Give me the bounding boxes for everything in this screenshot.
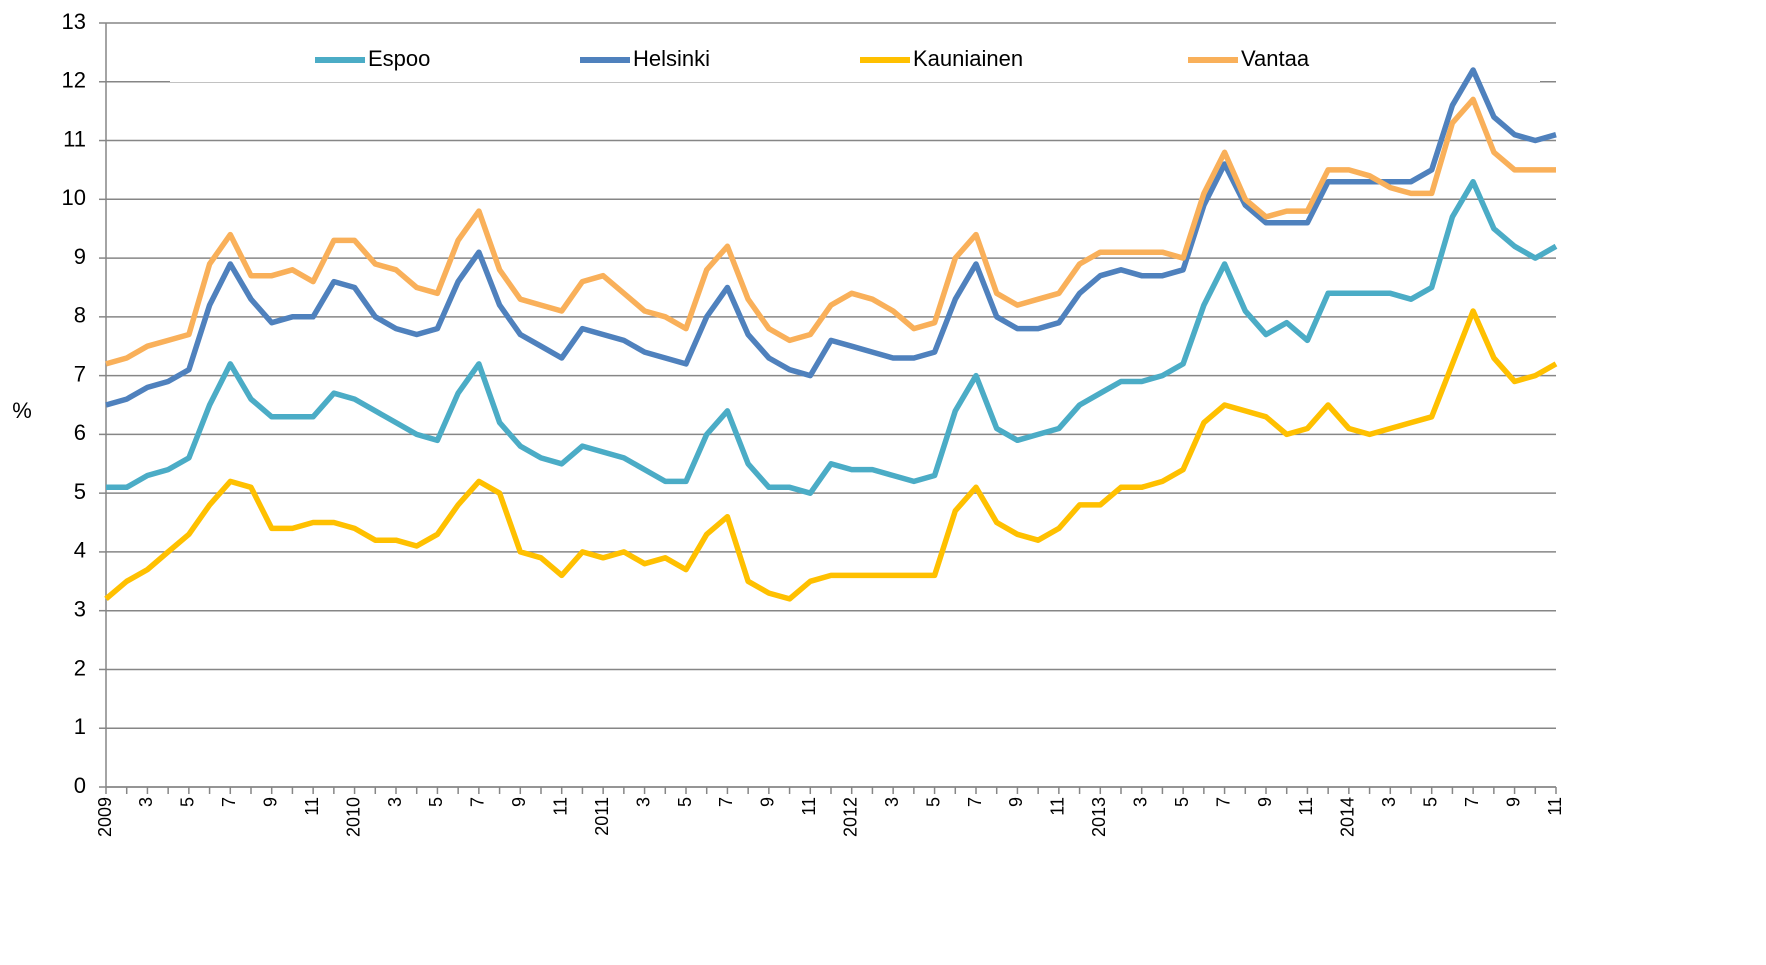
x-tick-label: 9 [1503, 797, 1523, 807]
x-tick-label: 7 [1462, 797, 1482, 807]
series-line [106, 178, 1558, 496]
y-tick-label: 6 [74, 420, 86, 445]
legend-background [170, 40, 1540, 82]
y-tick-label: 8 [74, 303, 86, 328]
legend-label: Helsinki [633, 46, 710, 71]
x-tick-label: 11 [302, 797, 322, 816]
x-tick-label: 7 [219, 797, 239, 807]
y-tick-label: 11 [63, 126, 86, 151]
x-tick-label: 3 [882, 797, 902, 807]
x-tick-label: 5 [675, 797, 695, 807]
x-tick-label: 5 [1420, 797, 1440, 807]
x-tick-label: 9 [758, 797, 778, 807]
x-tick-label: 2013 [1089, 797, 1109, 837]
x-tick-label: 9 [1255, 797, 1275, 807]
x-tick-label: 11 [799, 797, 819, 816]
y-tick-label: 3 [74, 597, 86, 622]
y-tick-label: 10 [62, 185, 86, 210]
y-tick-label: 7 [74, 361, 86, 386]
legend-label: Kauniainen [913, 46, 1023, 71]
y-axis-label: % [12, 398, 32, 423]
x-tick-label: 3 [633, 797, 653, 807]
x-tick-label: 7 [965, 797, 985, 807]
y-tick-label: 13 [62, 9, 86, 34]
series-line [105, 67, 1557, 408]
y-tick-label: 0 [74, 773, 86, 798]
x-tick-label: 2009 [95, 797, 115, 837]
y-tick-label: 4 [74, 538, 86, 563]
x-tick-label: 11 [1296, 797, 1316, 816]
x-tick-label: 3 [1130, 797, 1150, 807]
x-tick-label: 11 [1048, 797, 1068, 816]
x-tick-label: 3 [1379, 797, 1399, 807]
y-tick-label: 2 [74, 655, 86, 680]
y-tick-label: 9 [74, 244, 86, 269]
x-tick-label: 3 [136, 797, 156, 807]
y-tick-label: 5 [74, 479, 86, 504]
x-tick-label: 9 [509, 797, 529, 807]
y-tick-label: 12 [62, 68, 86, 93]
x-tick-label: 7 [1213, 797, 1233, 807]
x-tick-label: 7 [716, 797, 736, 807]
x-tick-label: 9 [1006, 797, 1026, 807]
x-tick-label: 11 [1545, 797, 1565, 816]
series-line [104, 308, 1558, 602]
x-tick-label: 5 [178, 797, 198, 807]
x-tick-label: 5 [426, 797, 446, 807]
x-tick-label: 2012 [840, 797, 860, 837]
x-tick-label: 2011 [592, 797, 612, 836]
x-tick-label: 9 [260, 797, 280, 807]
legend-label: Espoo [368, 46, 430, 71]
y-tick-label: 1 [74, 714, 86, 739]
x-tick-label: 7 [468, 797, 488, 807]
x-tick-label: 2010 [343, 797, 363, 837]
x-tick-label: 3 [385, 797, 405, 807]
x-tick-label: 5 [923, 797, 943, 807]
x-tick-label: 11 [550, 797, 570, 816]
series-line [105, 96, 1556, 367]
legend-label: Vantaa [1241, 46, 1310, 71]
x-tick-label: 5 [1172, 797, 1192, 807]
x-tick-label: 2014 [1338, 797, 1358, 837]
